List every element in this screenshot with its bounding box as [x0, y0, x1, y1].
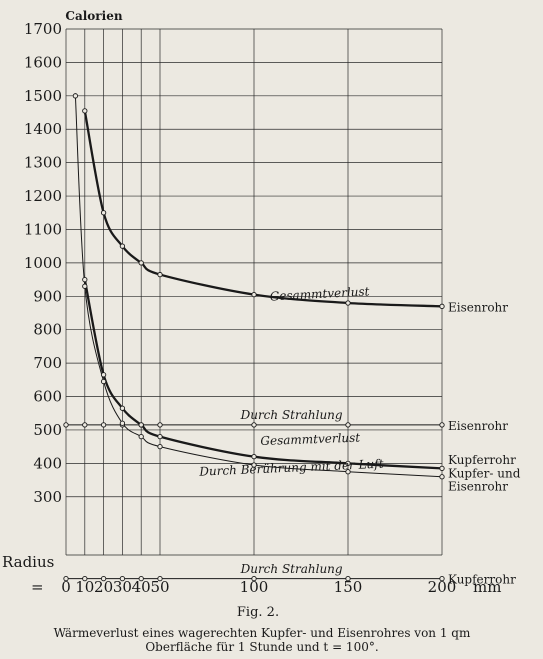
curve-label: Durch Strahlung	[240, 562, 343, 576]
caption-line-2: Oberfläche für 1 Stunde und t = 100°.	[145, 640, 378, 654]
x-axis-title: Radius	[2, 553, 54, 571]
data-point	[251, 422, 257, 428]
x-tick-label: 0	[61, 578, 71, 596]
y-tick-label: 1000	[24, 254, 62, 272]
figure-number: Fig. 2.	[237, 605, 279, 620]
y-tick-label: 1400	[24, 120, 62, 138]
y-tick-label: 700	[33, 354, 62, 372]
data-point	[251, 291, 257, 298]
y-tick-label: 1500	[24, 87, 62, 105]
x-tick-label: 10	[75, 578, 94, 596]
data-point	[345, 469, 351, 475]
data-point	[345, 575, 351, 582]
data-point	[82, 283, 88, 289]
y-tick-label: 1200	[24, 187, 62, 205]
data-point	[100, 575, 107, 582]
data-point	[138, 433, 144, 440]
data-point	[157, 575, 163, 582]
y-tick-label: 1300	[24, 154, 62, 172]
x-tick-label: 40	[132, 578, 151, 596]
right-label: Eisenrohr	[448, 300, 508, 314]
data-point	[157, 271, 163, 278]
curve-label: Gesammtverlust	[269, 284, 370, 303]
data-point	[119, 420, 126, 426]
data-point	[157, 433, 163, 440]
y-tick-label: 1700	[24, 20, 62, 38]
data-point	[345, 300, 351, 306]
x-tick-label: 50	[150, 578, 169, 596]
curve-label: Gesammtverlust	[260, 431, 360, 448]
y-axis-title: Calorien	[65, 9, 122, 23]
data-point	[439, 303, 445, 309]
right-label: Eisenrohr	[448, 479, 508, 493]
y-tick-label: 1600	[24, 53, 62, 71]
data-point	[119, 575, 126, 582]
data-point	[439, 465, 445, 472]
caption-line-1: Wärmeverlust eines wagerechten Kupfer- u…	[54, 626, 471, 640]
x-axis-unit: mm	[473, 578, 501, 596]
data-point	[100, 210, 107, 216]
y-tick-label: 1100	[24, 220, 62, 238]
data-point	[119, 243, 126, 249]
data-point	[138, 575, 144, 582]
x-tick-label: 100	[240, 578, 269, 596]
y-tick-label: 800	[33, 321, 62, 339]
right-label: Kupfer- und	[448, 466, 521, 480]
data-point	[157, 422, 163, 428]
series-line-0	[83, 110, 443, 308]
data-point	[138, 422, 144, 428]
data-point	[345, 422, 351, 428]
x-tick-label: 200	[428, 578, 457, 596]
data-point	[100, 372, 107, 378]
y-tick-label: 500	[33, 421, 62, 439]
right-label: Kupferrohr	[448, 453, 516, 467]
right-label: Eisenrohr	[448, 419, 508, 433]
y-tick-label: 300	[33, 488, 62, 506]
x-tick-label: 20	[94, 578, 113, 596]
right-label: Kupferrohr	[448, 573, 516, 587]
data-point	[82, 422, 88, 428]
y-tick-label: 900	[33, 287, 62, 305]
data-point	[439, 575, 445, 582]
data-point	[251, 575, 257, 582]
y-tick-label: 600	[33, 388, 62, 406]
data-point	[439, 422, 445, 428]
data-point	[82, 276, 88, 283]
data-point	[251, 462, 257, 468]
y-tick-label: 400	[33, 454, 62, 472]
data-point	[100, 378, 107, 385]
data-point	[100, 422, 107, 428]
curve-label: Durch Berührung mit der Luft	[198, 457, 384, 479]
x-axis-prefix: =	[31, 578, 44, 596]
x-tick-label: 150	[334, 578, 363, 596]
data-point	[119, 405, 126, 411]
data-point	[439, 474, 445, 480]
data-point	[63, 575, 69, 582]
data-point	[345, 460, 351, 467]
x-tick-label: 30	[113, 578, 132, 596]
data-point	[138, 260, 144, 266]
curve-label: Durch Strahlung	[240, 408, 343, 422]
data-point	[82, 108, 88, 114]
data-point	[251, 454, 257, 460]
data-point	[82, 575, 88, 582]
data-point	[63, 422, 69, 428]
data-point	[157, 443, 163, 450]
data-point	[72, 93, 79, 99]
